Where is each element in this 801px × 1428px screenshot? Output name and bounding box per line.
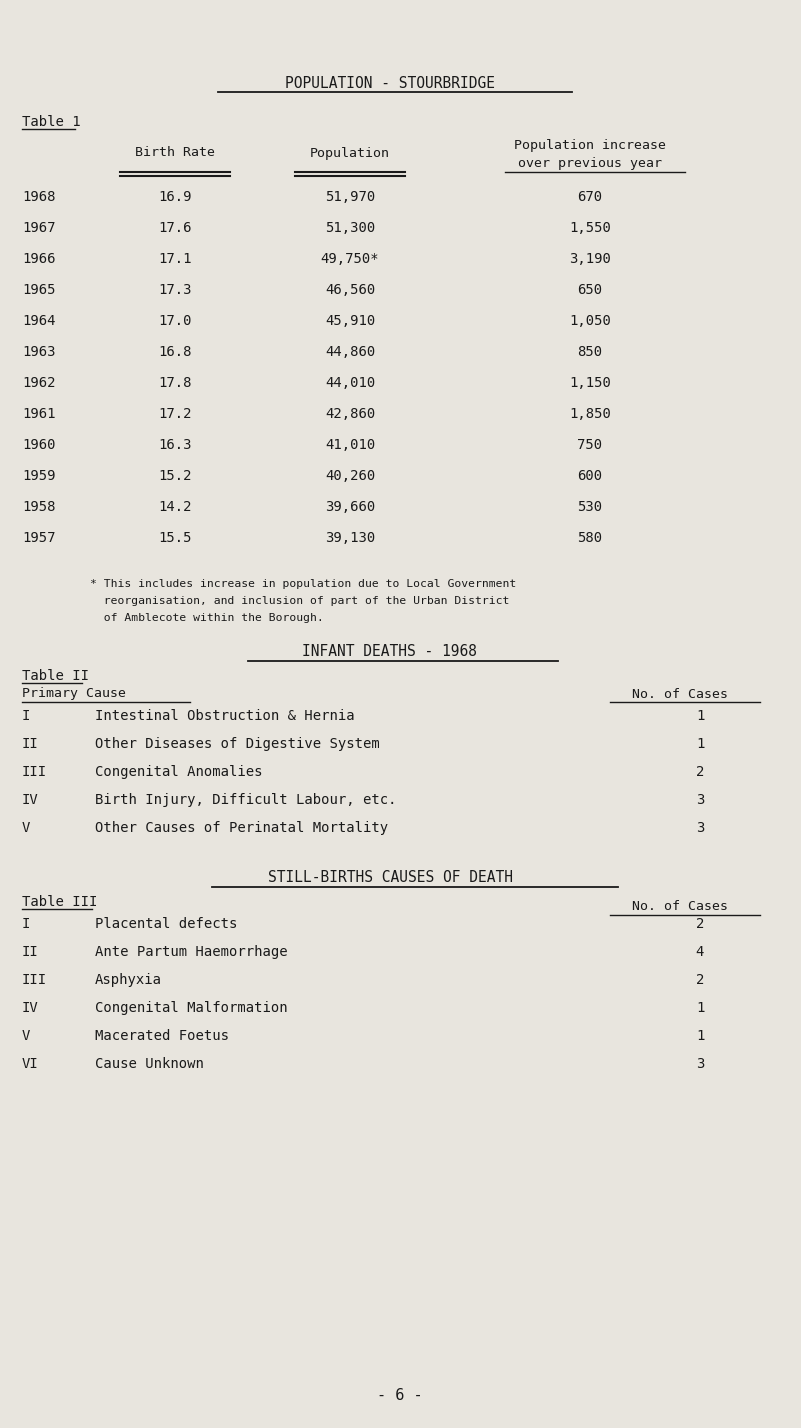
Text: 17.6: 17.6 [159, 221, 191, 236]
Text: 1966: 1966 [22, 251, 55, 266]
Text: reorganisation, and inclusion of part of the Urban District: reorganisation, and inclusion of part of… [90, 595, 509, 605]
Text: Macerated Foetus: Macerated Foetus [95, 1030, 229, 1042]
Text: 40,260: 40,260 [325, 468, 375, 483]
Text: I: I [22, 917, 30, 931]
Text: Placental defects: Placental defects [95, 917, 237, 931]
Text: Ante Partum Haemorrhage: Ante Partum Haemorrhage [95, 945, 288, 960]
Text: Table III: Table III [22, 895, 98, 910]
Text: 2: 2 [696, 917, 704, 931]
Text: 1: 1 [696, 737, 704, 751]
Text: 39,130: 39,130 [325, 531, 375, 545]
Text: III: III [22, 765, 47, 780]
Text: No. of Cases: No. of Cases [632, 901, 728, 914]
Text: Primary Cause: Primary Cause [22, 687, 126, 701]
Text: 14.2: 14.2 [159, 500, 191, 514]
Text: 1963: 1963 [22, 346, 55, 358]
Text: 41,010: 41,010 [325, 438, 375, 453]
Text: 1968: 1968 [22, 190, 55, 204]
Text: 1,050: 1,050 [569, 314, 611, 328]
Text: 16.9: 16.9 [159, 190, 191, 204]
Text: of Amblecote within the Borough.: of Amblecote within the Borough. [90, 613, 324, 623]
Text: 650: 650 [578, 283, 602, 297]
Text: INFANT DEATHS - 1968: INFANT DEATHS - 1968 [303, 644, 477, 660]
Text: 600: 600 [578, 468, 602, 483]
Text: 1964: 1964 [22, 314, 55, 328]
Text: 17.2: 17.2 [159, 407, 191, 421]
Text: Birth Rate: Birth Rate [135, 147, 215, 160]
Text: 17.1: 17.1 [159, 251, 191, 266]
Text: 1,150: 1,150 [569, 376, 611, 390]
Text: Table 1: Table 1 [22, 116, 81, 129]
Text: 17.3: 17.3 [159, 283, 191, 297]
Text: Asphyxia: Asphyxia [95, 972, 162, 987]
Text: 530: 530 [578, 500, 602, 514]
Text: STILL-BIRTHS CAUSES OF DEATH: STILL-BIRTHS CAUSES OF DEATH [268, 871, 513, 885]
Text: 1958: 1958 [22, 500, 55, 514]
Text: 670: 670 [578, 190, 602, 204]
Text: - 6 -: - 6 - [377, 1388, 423, 1402]
Text: 15.5: 15.5 [159, 531, 191, 545]
Text: 16.3: 16.3 [159, 438, 191, 453]
Text: I: I [22, 708, 30, 723]
Text: 44,010: 44,010 [325, 376, 375, 390]
Text: 750: 750 [578, 438, 602, 453]
Text: 3: 3 [696, 793, 704, 807]
Text: 1: 1 [696, 708, 704, 723]
Text: II: II [22, 945, 38, 960]
Text: 39,660: 39,660 [325, 500, 375, 514]
Text: 580: 580 [578, 531, 602, 545]
Text: Other Causes of Perinatal Mortality: Other Causes of Perinatal Mortality [95, 821, 388, 835]
Text: VI: VI [22, 1057, 38, 1071]
Text: 1957: 1957 [22, 531, 55, 545]
Text: 42,860: 42,860 [325, 407, 375, 421]
Text: V: V [22, 821, 30, 835]
Text: II: II [22, 737, 38, 751]
Text: 1: 1 [696, 1030, 704, 1042]
Text: POPULATION - STOURBRIDGE: POPULATION - STOURBRIDGE [285, 76, 495, 90]
Text: V: V [22, 1030, 30, 1042]
Text: Intestinal Obstruction & Hernia: Intestinal Obstruction & Hernia [95, 708, 355, 723]
Text: 3,190: 3,190 [569, 251, 611, 266]
Text: 17.0: 17.0 [159, 314, 191, 328]
Text: IV: IV [22, 793, 38, 807]
Text: 49,750*: 49,750* [320, 251, 380, 266]
Text: Congenital Anomalies: Congenital Anomalies [95, 765, 263, 780]
Text: Cause Unknown: Cause Unknown [95, 1057, 204, 1071]
Text: IV: IV [22, 1001, 38, 1015]
Text: 1962: 1962 [22, 376, 55, 390]
Text: 17.8: 17.8 [159, 376, 191, 390]
Text: 3: 3 [696, 821, 704, 835]
Text: 1960: 1960 [22, 438, 55, 453]
Text: 1959: 1959 [22, 468, 55, 483]
Text: 850: 850 [578, 346, 602, 358]
Text: * This includes increase in population due to Local Government: * This includes increase in population d… [90, 578, 517, 588]
Text: 2: 2 [696, 765, 704, 780]
Text: 51,970: 51,970 [325, 190, 375, 204]
Text: 15.2: 15.2 [159, 468, 191, 483]
Text: Congenital Malformation: Congenital Malformation [95, 1001, 288, 1015]
Text: 45,910: 45,910 [325, 314, 375, 328]
Text: III: III [22, 972, 47, 987]
Text: 1,550: 1,550 [569, 221, 611, 236]
Text: 4: 4 [696, 945, 704, 960]
Text: Table II: Table II [22, 668, 89, 683]
Text: 1965: 1965 [22, 283, 55, 297]
Text: Birth Injury, Difficult Labour, etc.: Birth Injury, Difficult Labour, etc. [95, 793, 396, 807]
Text: 1967: 1967 [22, 221, 55, 236]
Text: 44,860: 44,860 [325, 346, 375, 358]
Text: 51,300: 51,300 [325, 221, 375, 236]
Text: over previous year: over previous year [518, 157, 662, 170]
Text: 1: 1 [696, 1001, 704, 1015]
Text: Population increase: Population increase [514, 139, 666, 151]
Text: Population: Population [310, 147, 390, 160]
Text: 1961: 1961 [22, 407, 55, 421]
Text: 16.8: 16.8 [159, 346, 191, 358]
Text: 1,850: 1,850 [569, 407, 611, 421]
Text: 3: 3 [696, 1057, 704, 1071]
Text: No. of Cases: No. of Cases [632, 687, 728, 701]
Text: Other Diseases of Digestive System: Other Diseases of Digestive System [95, 737, 380, 751]
Text: 46,560: 46,560 [325, 283, 375, 297]
Text: 2: 2 [696, 972, 704, 987]
